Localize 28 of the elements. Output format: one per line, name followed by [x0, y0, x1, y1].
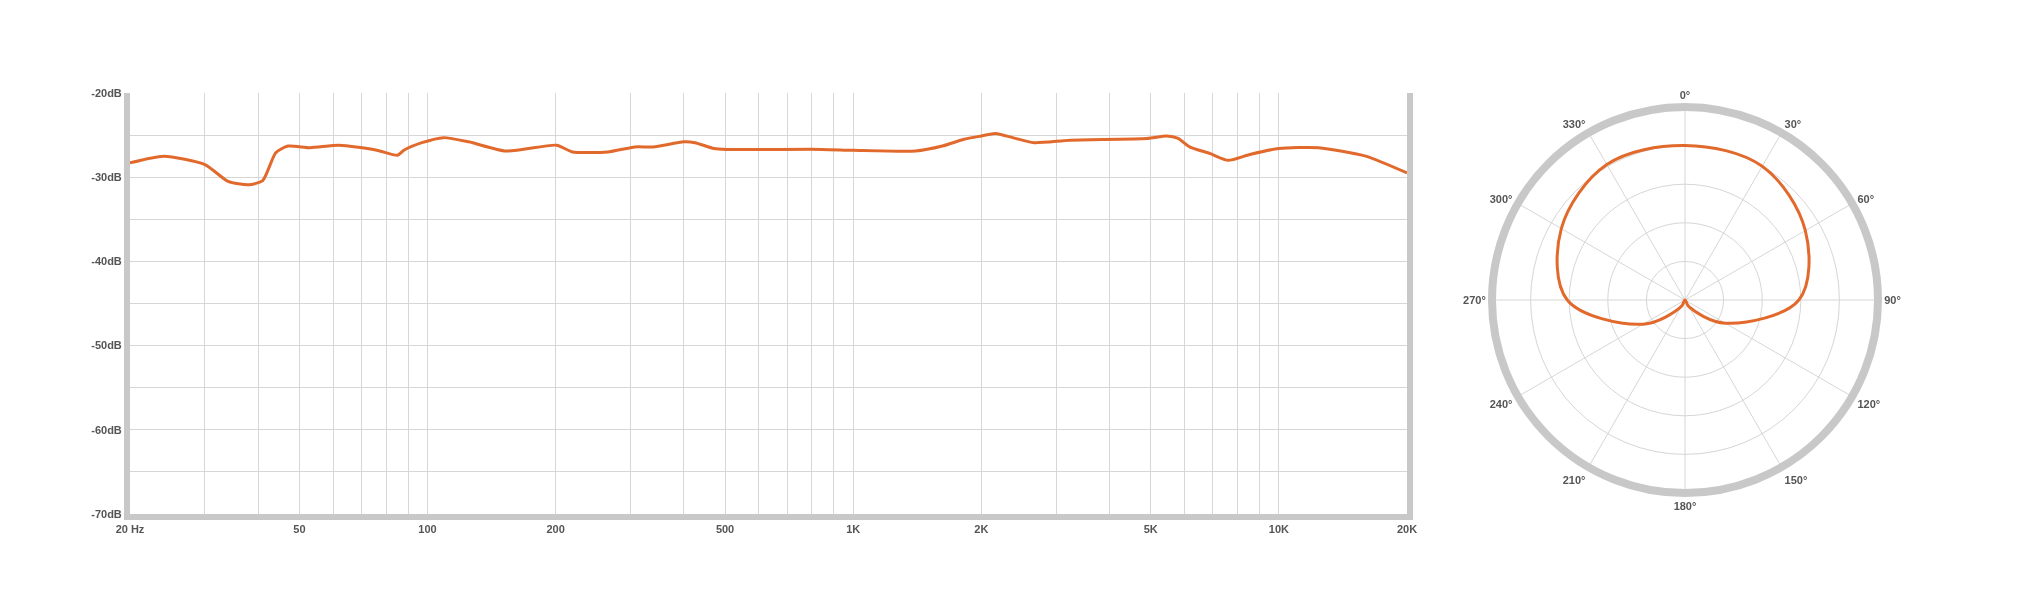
x-tick-label: 1K	[846, 523, 861, 536]
spoke-label: 300°	[1489, 192, 1513, 205]
spoke-label: 30°	[1784, 117, 1802, 130]
spoke-label: 90°	[1884, 293, 1901, 306]
spoke-label: 150°	[1784, 473, 1808, 486]
spoke-label: 210°	[1562, 473, 1586, 486]
y-tick-label: -20dB	[91, 86, 122, 99]
spoke-label: 330°	[1562, 117, 1586, 130]
x-tick-label: 200	[546, 523, 565, 536]
x-tick-label: 20 Hz	[115, 523, 145, 536]
spoke-label: 60°	[1857, 192, 1875, 205]
y-tick-label: -40dB	[91, 255, 122, 268]
y-tick-label: -70dB	[91, 507, 122, 520]
x-tick-label: 50	[293, 523, 306, 536]
y-tick-label: -60dB	[91, 423, 122, 436]
x-tick-label: 5K	[1143, 523, 1158, 536]
spoke-label: 240°	[1489, 398, 1513, 411]
spoke-label: 120°	[1857, 398, 1881, 411]
x-tick-label: 20K	[1396, 523, 1418, 536]
y-tick-label: -30dB	[91, 171, 122, 184]
spoke-label: 0°	[1679, 88, 1691, 101]
x-tick-label: 500	[715, 523, 735, 536]
y-tick-label: -50dB	[91, 339, 122, 352]
spoke-label: 180°	[1673, 500, 1697, 513]
x-tick-label: 100	[418, 523, 437, 536]
spoke-label: 270°	[1463, 293, 1486, 306]
x-tick-label: 2K	[974, 523, 989, 536]
x-tick-label: 10K	[1268, 523, 1289, 536]
